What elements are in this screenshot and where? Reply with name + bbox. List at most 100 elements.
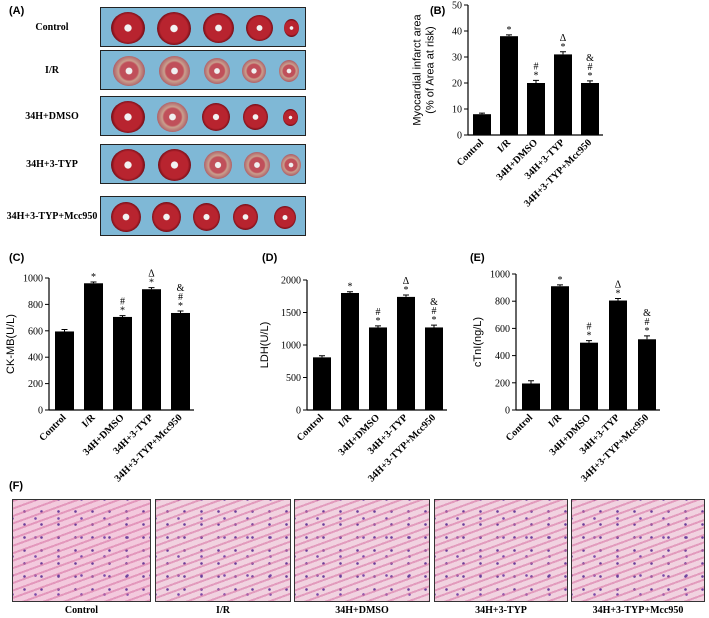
y-tick-label: 800	[495, 297, 510, 308]
significance-mark: *	[616, 288, 621, 299]
bar	[551, 286, 569, 410]
significance-mark: #	[120, 297, 125, 308]
y-tick-label: 400	[28, 353, 43, 364]
significance-mark: &	[430, 297, 438, 308]
y-tick-label: 0	[296, 406, 301, 417]
heart-slice	[152, 202, 181, 232]
error-bar	[347, 291, 353, 293]
significance-mark: &	[643, 308, 651, 319]
significance-mark: #	[587, 322, 592, 333]
photo-row-ir: I/R	[8, 50, 306, 90]
y-tick-label: 40	[452, 27, 462, 38]
heart-slice	[204, 58, 230, 84]
histology-label: I/R	[216, 605, 230, 616]
significance-mark: *	[558, 275, 563, 286]
error-bar	[403, 294, 409, 297]
error-bar	[479, 112, 485, 115]
significance-mark: &	[177, 283, 185, 294]
y-tick-label: 600	[28, 326, 43, 337]
y-tick-label: 1000	[490, 270, 510, 281]
panel-label-f: (F)	[9, 480, 24, 492]
error-bar	[560, 51, 566, 55]
bar	[522, 383, 540, 410]
significance-mark: *	[376, 316, 381, 327]
panel-label-d: (D)	[262, 252, 278, 264]
category-label: I/R	[496, 137, 514, 155]
significance-mark: #	[645, 317, 650, 328]
panel-label-a: (A)	[9, 5, 25, 17]
y-axis-title: CK-MB(U/L)	[5, 314, 17, 374]
photo-row-label: 34H+3-TYP+Mcc950	[6, 210, 98, 222]
bar	[425, 327, 443, 410]
error-bar	[615, 297, 621, 301]
panel-label-c: (C)	[9, 252, 25, 264]
heart-slice	[157, 102, 188, 132]
bar	[313, 357, 331, 410]
y-tick-label: 0	[38, 406, 43, 417]
bar	[369, 327, 387, 410]
bar	[113, 316, 132, 410]
photo-row-label: I/R	[45, 64, 59, 76]
category-label: I/R	[547, 412, 565, 430]
significance-mark: *	[120, 306, 125, 317]
y-tick-label: 50	[452, 1, 462, 12]
heart-slice	[111, 149, 145, 181]
photo-row-label: 34H+3-TYP	[26, 158, 78, 170]
bar	[527, 83, 545, 135]
significance-mark: #	[376, 307, 381, 318]
bar	[142, 289, 161, 410]
photo-row-control: Control	[8, 7, 306, 47]
heart-slice	[283, 109, 298, 126]
heart-slice	[111, 202, 141, 232]
bar	[638, 339, 656, 410]
heart-slice	[193, 203, 220, 231]
y-tick-label: 1500	[281, 308, 301, 319]
error-bar	[375, 325, 381, 328]
y-tick-label: 800	[28, 300, 43, 311]
bar	[473, 114, 491, 135]
y-tick-label: 0	[505, 406, 510, 417]
bar	[581, 83, 599, 135]
significance-mark: *	[588, 71, 593, 82]
heart-slice	[111, 12, 145, 44]
y-axis-title: LDH(U/L)	[259, 322, 271, 368]
histology-image-ir	[155, 499, 291, 602]
significance-mark: *	[178, 301, 183, 312]
significance-mark: &	[586, 53, 594, 64]
error-bar	[528, 380, 534, 384]
category-label: I/R	[337, 412, 355, 430]
histology-label: Control	[64, 605, 99, 616]
error-bar	[533, 79, 539, 83]
heart-slice	[111, 101, 145, 133]
heart-slice	[159, 56, 190, 86]
bar	[341, 293, 359, 410]
significance-mark: *	[561, 42, 566, 53]
significance-mark: *	[149, 278, 154, 289]
heart-slice	[242, 59, 266, 83]
category-label: I/R	[80, 412, 98, 430]
significance-mark: Δ	[403, 276, 410, 287]
y-tick-label: 2000	[281, 276, 301, 287]
error-bar	[148, 287, 155, 290]
significance-mark: *	[348, 282, 353, 293]
chart-b-infarct-area: 0 10 20 30 40 50 Myocardial infarct area(% of …	[412, 1, 603, 209]
significance-mark: *	[534, 70, 539, 81]
bar	[500, 36, 518, 136]
heart-slice	[157, 12, 191, 45]
photo-row-label: Control	[35, 21, 69, 33]
y-tick-label: 20	[452, 79, 462, 90]
error-bar	[644, 335, 650, 340]
y-tick-label: 400	[495, 351, 510, 362]
photo-row-34h-3-typ-mcc950: 34H+3-TYP+Mcc950	[6, 196, 306, 236]
heart-slices-photo	[100, 7, 306, 47]
significance-mark: *	[91, 272, 96, 283]
error-bar	[586, 340, 592, 343]
significance-mark: *	[432, 315, 437, 326]
heart-slices-photo	[100, 196, 306, 236]
bar	[55, 331, 74, 410]
heart-slice	[284, 19, 299, 37]
y-tick-label: 1000	[281, 341, 301, 352]
significance-mark: *	[507, 25, 512, 36]
error-bar	[319, 355, 325, 358]
photo-row-34h-dmso: 34H+DMSO	[8, 96, 306, 136]
